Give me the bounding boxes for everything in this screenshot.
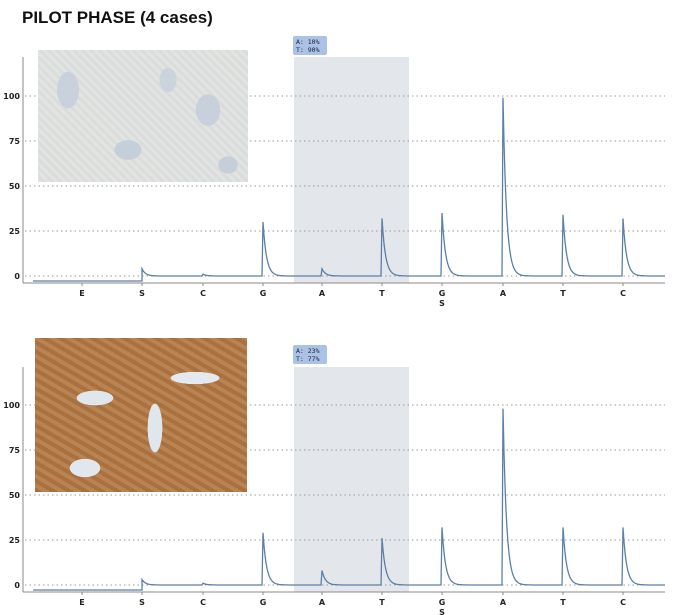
- x-tick-label: T: [560, 289, 566, 298]
- x-tick-label: C: [200, 289, 206, 298]
- y-tick-label: 50: [9, 182, 21, 191]
- annotation-text: T: 90%: [296, 46, 320, 54]
- y-tick-label: 25: [9, 227, 21, 236]
- x-tick-label: E: [79, 598, 84, 607]
- annotation-box: [293, 345, 327, 364]
- x-tick-label: S: [139, 598, 145, 607]
- x-tick-label: C: [620, 289, 626, 298]
- annotation-text: A: 23%: [296, 347, 320, 355]
- tissue-image-2: [35, 338, 247, 492]
- y-tick-label: 75: [9, 137, 21, 146]
- highlight-region: [294, 367, 409, 592]
- x-tick-label: G: [439, 289, 446, 298]
- x-tick-label: G: [260, 289, 267, 298]
- pyrogram-trace: [33, 408, 665, 591]
- y-tick-label: 100: [3, 92, 20, 101]
- y-tick-label: 0: [14, 581, 20, 590]
- x-tick-label: T: [379, 289, 385, 298]
- x-tick-label: S: [139, 289, 145, 298]
- y-tick-label: 50: [9, 491, 21, 500]
- y-tick-label: 75: [9, 446, 21, 455]
- y-tick-label: 100: [3, 401, 20, 410]
- x-tick-label: T: [560, 598, 566, 607]
- x-tick-label: G: [439, 598, 446, 607]
- x-tick-label: T: [379, 598, 385, 607]
- annotation-text: A: 10%: [296, 38, 320, 46]
- x-tick-label: A: [500, 289, 507, 298]
- pyrogram-trace: [33, 97, 665, 282]
- pyrogram-1: A: 10%T: 90% 0 25 50 75 100 E S C G A T G A T C S: [3, 36, 665, 308]
- figure-title: PILOT PHASE (4 cases): [22, 8, 213, 27]
- y-tick-label: 0: [14, 272, 20, 281]
- annotation-box: [293, 36, 327, 55]
- x-axis-label: S: [439, 299, 445, 308]
- x-axis-label: S: [439, 608, 445, 615]
- x-tick-label: G: [260, 598, 267, 607]
- annotation-text: T: 77%: [296, 355, 320, 363]
- x-tick-label: E: [79, 289, 84, 298]
- tissue-image-1: [38, 50, 248, 182]
- x-tick-label: A: [500, 598, 507, 607]
- x-tick-label: A: [319, 289, 326, 298]
- highlight-region: [294, 57, 409, 283]
- y-tick-label: 25: [9, 536, 21, 545]
- x-tick-label: A: [319, 598, 326, 607]
- x-tick-label: C: [200, 598, 206, 607]
- x-tick-label: C: [620, 598, 626, 607]
